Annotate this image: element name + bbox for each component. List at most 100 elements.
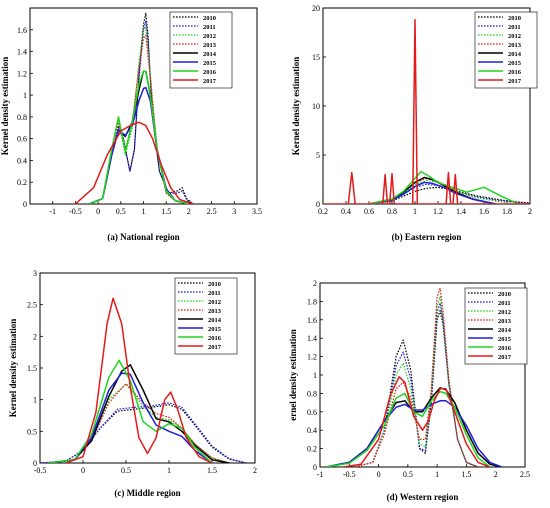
series-line-2017 xyxy=(74,121,194,204)
y-tick-label: 0 xyxy=(23,200,27,209)
y-tick-label: 3 xyxy=(33,269,37,278)
legend-label: 2010 xyxy=(508,15,521,22)
y-tick-label: 2 xyxy=(313,279,317,288)
legend-label: 2015 xyxy=(203,60,217,67)
x-tick-label: 1 xyxy=(142,207,146,216)
y-tick-label: 1.8 xyxy=(307,297,317,306)
x-tick-label: 2.5 xyxy=(207,207,217,216)
x-tick-label: 0.6 xyxy=(364,207,374,216)
legend-box xyxy=(474,11,538,89)
y-axis-label: ernel density estimation xyxy=(288,329,298,421)
x-tick-label: 1.5 xyxy=(161,207,171,216)
series-line-2010 xyxy=(368,186,530,204)
x-tick-label: 2 xyxy=(528,207,532,216)
y-tick-label: 1 xyxy=(33,396,37,405)
legend-label: 2011 xyxy=(203,24,216,31)
x-tick-label: 2.5 xyxy=(520,470,530,479)
y-tick-label: 1.6 xyxy=(307,316,317,325)
y-tick-label: 0.2 xyxy=(307,445,317,454)
x-tick-label: 0.5 xyxy=(121,466,131,475)
panel-western: -1 -0.5 0 0.5 1 1.5 2 2.5 0 0.2 0.4 0.6 0.8 1 1.2 1.4 1.… xyxy=(288,279,530,502)
series-line-2017 xyxy=(65,297,213,463)
legend-label: 2017 xyxy=(508,78,522,85)
legend-label: 2010 xyxy=(498,291,511,298)
legend-label: 2016 xyxy=(498,345,512,352)
x-tick-label: 1.6 xyxy=(479,207,489,216)
y-tick-label: 0.2 xyxy=(17,178,27,187)
x-tick-label: 3 xyxy=(232,207,236,216)
x-tick-label: 0 xyxy=(96,207,100,216)
x-tick-label: 1.5 xyxy=(207,466,217,475)
legend-label: 2010 xyxy=(208,281,221,288)
legend-label: 2011 xyxy=(208,290,221,297)
x-tick-label: 0.5 xyxy=(116,207,126,216)
panel-caption: (c) Middle region xyxy=(114,488,180,498)
x-tick-label: -1 xyxy=(49,207,56,216)
legend-label: 2011 xyxy=(508,24,521,31)
y-tick-label: 1.6 xyxy=(17,26,27,35)
y-tick-label: 5 xyxy=(316,151,320,160)
legend-label: 2016 xyxy=(208,335,222,342)
panel-national: -1 -0.5 0 0.5 1 1.5 2 2.5 3 3.5 0 0.2 0.4 0.6 0.8 1 1.2 1… xyxy=(0,7,262,242)
x-tick-label: 1.2 xyxy=(433,207,443,216)
x-tick-label: -1 xyxy=(317,470,324,479)
x-tick-label: 0.4 xyxy=(341,207,351,216)
legend-label: 2017 xyxy=(208,344,222,351)
legend-label: 2011 xyxy=(498,300,511,307)
x-tick-label: 0.5 xyxy=(403,470,413,479)
series-line-2013 xyxy=(48,383,230,463)
x-tick-label: -0.5 xyxy=(69,207,82,216)
legend-label: 2013 xyxy=(498,318,512,325)
y-tick-label: 20 xyxy=(312,4,320,13)
y-tick-label: 1.4 xyxy=(307,334,317,343)
legend-box xyxy=(464,287,528,365)
y-axis-label: Kernel density estimation xyxy=(8,319,18,418)
panel-caption: (d) Western region xyxy=(387,492,459,502)
y-tick-label: 2.5 xyxy=(27,301,37,310)
x-tick-label: 0.8 xyxy=(387,207,397,216)
legend-label: 2014 xyxy=(498,327,512,334)
y-tick-label: 1 xyxy=(23,91,27,100)
panel-eastern: 0.2 0.4 0.6 0.8 1 1.2 1.4 1.6 1.8 205101520Kernel… xyxy=(291,4,538,242)
series-line-2017 xyxy=(343,376,491,467)
y-tick-label: 15 xyxy=(312,53,320,62)
x-tick-label: 0.2 xyxy=(318,207,328,216)
x-tick-label: -0.5 xyxy=(343,470,356,479)
legend-label: 2016 xyxy=(203,69,217,76)
x-tick-label: 1.4 xyxy=(456,207,466,216)
x-tick-label: 2 xyxy=(187,207,191,216)
y-tick-label: 0 xyxy=(33,459,37,468)
y-axis-label: Kernel density estimation xyxy=(0,57,10,156)
y-tick-label: 0 xyxy=(313,463,317,472)
x-tick-label: 1 xyxy=(435,470,439,479)
x-tick-label: 0 xyxy=(81,466,85,475)
legend-label: 2013 xyxy=(508,42,522,49)
series-line-2015 xyxy=(368,181,496,204)
x-tick-label: 1.5 xyxy=(461,470,471,479)
legend-label: 2016 xyxy=(508,69,522,76)
legend-box xyxy=(174,277,238,355)
legend-label: 2017 xyxy=(498,354,512,361)
legend-box xyxy=(169,11,233,89)
series-line-2016 xyxy=(368,170,519,204)
legend-label: 2013 xyxy=(208,308,222,315)
legend-label: 2012 xyxy=(208,299,221,306)
y-tick-label: 0.4 xyxy=(307,426,317,435)
x-tick-label: -0.5 xyxy=(34,466,47,475)
panel-caption: (a) National region xyxy=(107,232,179,242)
legend-label: 2012 xyxy=(498,309,511,316)
legend-label: 2010 xyxy=(203,15,216,22)
legend-label: 2015 xyxy=(498,336,512,343)
legend-label: 2017 xyxy=(203,78,217,85)
x-tick-label: 2 xyxy=(494,470,498,479)
legend-label: 2015 xyxy=(508,60,522,67)
legend-label: 2012 xyxy=(203,33,216,40)
legend-label: 2014 xyxy=(208,317,222,324)
x-tick-label: 2 xyxy=(253,466,257,475)
x-tick-label: 1 xyxy=(167,466,171,475)
y-tick-label: 0.4 xyxy=(17,156,27,165)
series-line-2015 xyxy=(48,372,213,463)
x-tick-label: 3.5 xyxy=(252,207,262,216)
